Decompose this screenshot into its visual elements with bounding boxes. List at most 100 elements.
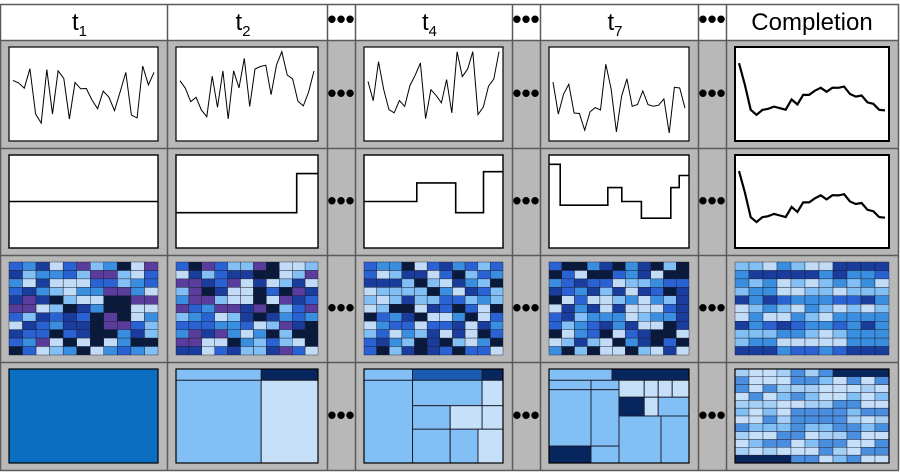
heat-cell <box>22 304 37 313</box>
heat-cell <box>214 312 228 322</box>
treemap-cell <box>790 439 806 448</box>
treemap-cell <box>832 415 848 425</box>
heat-cell <box>22 346 37 356</box>
heat-cell <box>599 304 613 313</box>
heat-cell <box>22 287 37 297</box>
heat-cell <box>227 278 241 288</box>
treemap-cell <box>818 384 834 393</box>
treemap-cell <box>762 384 778 393</box>
heat-cell <box>490 295 504 305</box>
heat-cell <box>625 304 639 313</box>
gap-ellipsis: ••• <box>327 400 354 430</box>
heat-cell <box>734 261 750 271</box>
heat-cell <box>35 337 50 347</box>
heat-cell <box>874 287 890 297</box>
heat-cell <box>612 295 626 305</box>
treemap-cell <box>874 415 890 425</box>
heat-cell <box>832 346 848 356</box>
heat-cell <box>612 321 626 330</box>
heat-cell <box>650 287 664 297</box>
heat-cell <box>401 321 415 330</box>
treemap-cell <box>790 455 806 464</box>
heat-cell <box>401 278 415 288</box>
heat-cell <box>790 261 806 271</box>
treemap-cell <box>762 392 778 401</box>
treemap-panel-t2 <box>175 368 319 464</box>
heat-cell <box>734 329 750 339</box>
heat-cell <box>818 261 834 271</box>
treemap-cell <box>846 368 862 378</box>
treemap-cell <box>643 379 659 398</box>
treemap-cell <box>618 379 645 398</box>
treemap-cell <box>748 439 764 448</box>
heat-cell <box>363 278 377 288</box>
heat-cell <box>175 312 190 322</box>
heat-cell <box>49 337 64 347</box>
treemap-cell <box>175 368 262 381</box>
heat-cell <box>376 270 390 280</box>
heat-cell <box>748 287 764 297</box>
heat-cell <box>748 329 764 339</box>
heat-cell <box>90 287 105 297</box>
series-line <box>367 51 500 119</box>
treemap-cell <box>260 379 319 464</box>
gap-ellipsis: ••• <box>512 186 539 216</box>
heat-cell <box>427 278 441 288</box>
heat-cell <box>279 261 293 271</box>
heat-cell <box>637 287 651 297</box>
treemap-cell <box>449 405 483 430</box>
heat-cell <box>776 312 792 322</box>
heat-cell <box>117 312 132 322</box>
heat-cell <box>637 337 651 347</box>
treemap-cell <box>832 376 848 385</box>
treemap-cell <box>846 455 862 464</box>
heat-cell <box>776 278 792 288</box>
heat-cell <box>201 270 215 280</box>
heat-cell <box>561 278 575 288</box>
heat-cell <box>452 337 466 347</box>
treemap-cell <box>790 392 806 401</box>
header-ellipsis: ••• <box>512 4 539 34</box>
heat-cell <box>8 337 23 347</box>
treemap-cell <box>776 392 792 401</box>
heat-cell <box>874 337 890 347</box>
heat-cell <box>776 321 792 330</box>
heat-cell <box>477 270 491 280</box>
heat-cell <box>427 337 441 347</box>
heat-cell <box>734 278 750 288</box>
treemap-cell <box>804 431 820 440</box>
treemap-cell <box>832 400 848 409</box>
treemap-cell <box>776 415 792 425</box>
heat-cell <box>76 346 91 356</box>
heat-cell <box>464 321 478 330</box>
heat-cell <box>748 346 764 356</box>
heat-cell <box>637 346 651 356</box>
header-band <box>1 4 898 40</box>
heat-cell <box>790 295 806 305</box>
heat-cell <box>818 287 834 297</box>
heat-cell <box>676 287 690 297</box>
heat-cell <box>846 287 862 297</box>
series-line <box>179 50 315 120</box>
heat-cell <box>304 304 319 313</box>
heat-cell <box>599 337 613 347</box>
heat-cell <box>63 337 77 347</box>
heat-cell <box>548 287 562 297</box>
heat-cell <box>117 278 132 288</box>
heat-cell <box>227 312 241 322</box>
heat-cell <box>804 304 820 313</box>
heat-cell <box>103 278 118 288</box>
heat-cell <box>874 278 890 288</box>
heat-cell <box>376 287 390 297</box>
heat-cell <box>90 278 105 288</box>
heat-cell <box>103 329 118 339</box>
heat-cell <box>35 270 50 280</box>
treemap-cell <box>734 376 750 385</box>
treemap-cell <box>860 376 876 385</box>
heat-cell <box>22 295 37 305</box>
heat-cell <box>279 329 293 339</box>
heat-cell <box>637 270 651 280</box>
heat-cell <box>117 261 132 271</box>
treemap-cell <box>748 400 764 409</box>
heat-cell <box>804 270 820 280</box>
